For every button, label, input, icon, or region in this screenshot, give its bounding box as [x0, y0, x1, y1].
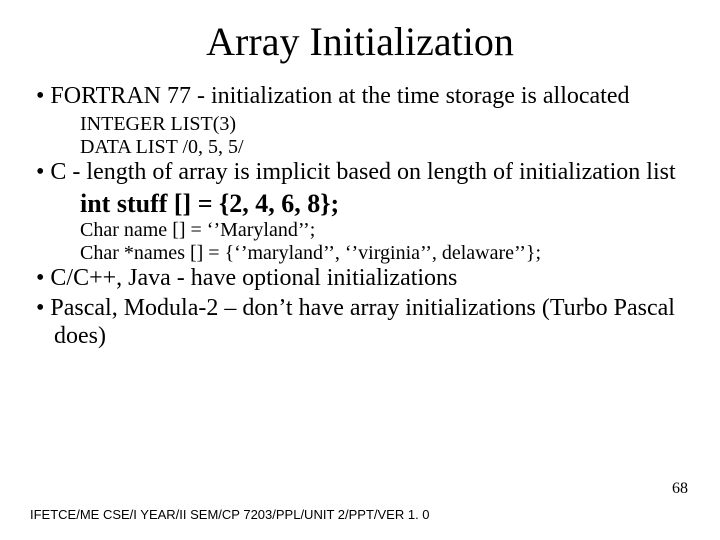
c-code-line-1: Char name [] = ‘’Maryland’’; [30, 219, 690, 242]
fortran-code-line-1: INTEGER LIST(3) [30, 113, 690, 136]
footer-text: IFETCE/ME CSE/I YEAR/II SEM/CP 7203/PPL/… [30, 507, 430, 522]
c-code-emph: int stuff [] = {2, 4, 6, 8}; [30, 188, 690, 219]
slide-number: 68 [672, 480, 688, 498]
bullet-pascal: Pascal, Modula-2 – don’t have array init… [30, 295, 690, 350]
c-code-line-2: Char *names [] = {‘’maryland’’, ‘’virgin… [30, 242, 690, 265]
slide-title: Array Initialization [30, 18, 690, 65]
fortran-code-line-2: DATA LIST /0, 5, 5/ [30, 136, 690, 159]
bullet-fortran: FORTRAN 77 - initialization at the time … [30, 83, 690, 111]
bullet-c: C - length of array is implicit based on… [30, 159, 690, 187]
bullet-ccpp-java: C/C++, Java - have optional initializati… [30, 265, 690, 293]
slide: Array Initialization FORTRAN 77 - initia… [0, 0, 720, 540]
